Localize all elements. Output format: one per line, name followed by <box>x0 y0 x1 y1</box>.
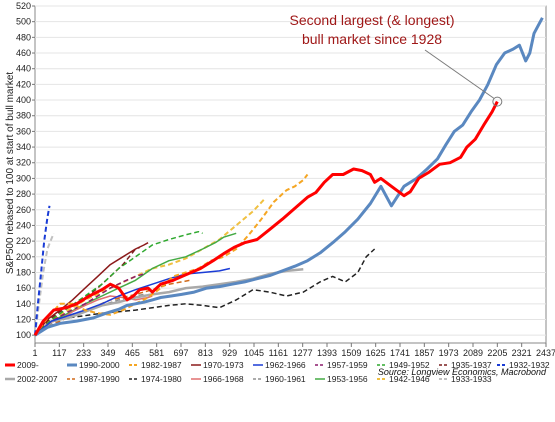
annotation-line-1: Second largest (& longest) <box>290 12 455 28</box>
legend-label: 1932-1932 <box>509 360 550 370</box>
y-tick-label: 200 <box>16 252 31 262</box>
x-tick-label: 349 <box>100 348 115 358</box>
y-tick-label: 520 <box>16 1 31 11</box>
x-tick-label: 1045 <box>244 348 264 358</box>
annotation: Second largest (& longest) bull market s… <box>290 12 503 107</box>
series-lines <box>33 17 544 337</box>
x-tick-label: 2205 <box>487 348 507 358</box>
legend-label: 1987-1990 <box>79 374 120 384</box>
x-tick-label: 2437 <box>536 348 555 358</box>
y-tick-label: 400 <box>16 95 31 105</box>
legend: 2009- 1990-2000 1982-1987 1970-1973 1962-196… <box>5 360 550 384</box>
legend-label: 1974-1980 <box>141 374 182 384</box>
series-line-1953-1956 <box>34 232 237 336</box>
series-line-1982-1987 <box>34 173 309 336</box>
y-tick-label: 460 <box>16 48 31 58</box>
x-tick-label: 1625 <box>366 348 386 358</box>
y-tick-label: 380 <box>16 111 31 121</box>
legend-label: 1957-1959 <box>327 360 368 370</box>
x-tick-label: 1973 <box>439 348 459 358</box>
legend-label: 1935-1937 <box>451 360 492 370</box>
series-line-1957-1959 <box>34 273 145 336</box>
y-tick-label: 360 <box>16 126 31 136</box>
series-line-1949-1952 <box>34 230 203 336</box>
x-tick-label: 1393 <box>317 348 337 358</box>
x-tick-label: 2321 <box>512 348 532 358</box>
x-tick-label: 233 <box>76 348 91 358</box>
series-line-1970-1973 <box>34 242 149 336</box>
legend-label: 1949-1952 <box>389 360 430 370</box>
y-tick-label: 480 <box>16 32 31 42</box>
y-tick-label: 320 <box>16 158 31 168</box>
legend-label: 1966-1968 <box>203 374 244 384</box>
y-tick-label: 340 <box>16 142 31 152</box>
y-tick-label: 140 <box>16 299 31 309</box>
annotation-marker <box>492 96 503 107</box>
legend-label: 1982-1987 <box>141 360 182 370</box>
x-tick-label: 1 <box>32 348 37 358</box>
x-axis-ticks: 1 117 233 349 465 581 697 813 929 1045 1161 1277 139… <box>32 343 555 358</box>
y-axis-label: S&P500 rebased to 100 at start of bull m… <box>5 72 16 275</box>
legend-label: 1990-2000 <box>79 360 120 370</box>
x-tick-label: 465 <box>125 348 140 358</box>
x-tick-label: 1857 <box>414 348 434 358</box>
y-tick-label: 120 <box>16 314 31 324</box>
y-axis-ticks: 100 120 140 160 180 200 220 240 260 280 300 320 340 3… <box>16 1 35 340</box>
legend-label: 1953-1956 <box>327 374 368 384</box>
y-tick-label: 260 <box>16 205 31 215</box>
y-tick-label: 180 <box>16 267 31 277</box>
legend-label: 1960-1961 <box>265 374 306 384</box>
x-tick-label: 581 <box>149 348 164 358</box>
source-note: Source: Longview Economics, Macrobond <box>378 367 547 377</box>
x-tick-label: 1509 <box>341 348 361 358</box>
y-tick-label: 160 <box>16 283 31 293</box>
gridlines <box>35 5 546 336</box>
x-tick-label: 2089 <box>463 348 483 358</box>
legend-label: 1962-1966 <box>265 360 306 370</box>
legend-label: 2002-2007 <box>17 374 58 384</box>
x-tick-label: 1277 <box>293 348 313 358</box>
x-tick-label: 813 <box>198 348 213 358</box>
y-tick-label: 240 <box>16 220 31 230</box>
legend-label: 1942-1946 <box>389 374 430 384</box>
plot-background <box>34 5 547 344</box>
x-tick-label: 1741 <box>390 348 410 358</box>
series-line-1942-1946 <box>34 197 267 336</box>
y-tick-label: 220 <box>16 236 31 246</box>
y-tick-label: 280 <box>16 189 31 199</box>
x-tick-label: 117 <box>52 348 66 358</box>
series-line-1932-1932 <box>34 205 51 336</box>
y-tick-label: 420 <box>16 79 31 89</box>
x-tick-label: 697 <box>173 348 188 358</box>
x-tick-label: 929 <box>222 348 237 358</box>
legend-label: 1970-1973 <box>203 360 244 370</box>
series-line-1974-1980 <box>34 248 376 336</box>
series-line-2009 <box>33 100 499 336</box>
x-tick-label: 1161 <box>269 348 288 358</box>
legend-label: 1933-1933 <box>451 374 492 384</box>
y-tick-label: 300 <box>16 173 31 183</box>
series-line-1935-1937 <box>34 246 140 336</box>
legend-label: 2009- <box>17 360 39 370</box>
series-line-1962-1966 <box>34 267 231 336</box>
plot-frame <box>34 5 547 344</box>
annotation-line-2: bull market since 1928 <box>302 31 442 47</box>
y-tick-label: 100 <box>16 330 31 340</box>
y-tick-label: 440 <box>16 64 31 74</box>
annotation-pointer <box>424 49 495 100</box>
series-line-1990-2000 <box>34 17 544 337</box>
y-tick-label: 500 <box>16 17 31 27</box>
